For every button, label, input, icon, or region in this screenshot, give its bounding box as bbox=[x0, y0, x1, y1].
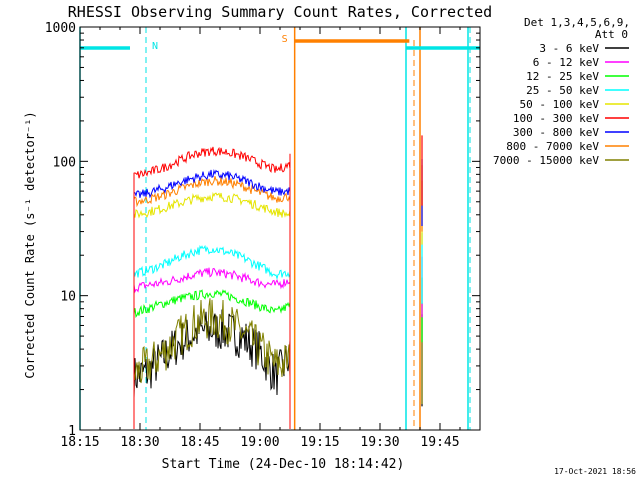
series-line-50-100-kev bbox=[133, 191, 291, 429]
legend-label: 50 - 100 keV bbox=[520, 98, 600, 111]
flag-label-s: S bbox=[282, 34, 288, 45]
series-line-800-7000-kev bbox=[133, 176, 291, 429]
y-tick-label: 100 bbox=[53, 155, 76, 170]
flag-label-n: N bbox=[152, 41, 158, 52]
x-tick-label: 19:30 bbox=[360, 435, 399, 450]
x-tick-label: 18:30 bbox=[120, 435, 159, 450]
x-tick-label: 18:15 bbox=[60, 435, 99, 450]
legend-label: 6 - 12 keV bbox=[533, 56, 600, 69]
series-line-7000-15000-kev bbox=[133, 298, 291, 429]
x-tick-label: 19:15 bbox=[300, 435, 339, 450]
series-line-12-25-kev bbox=[133, 289, 291, 429]
legend-header-attenuator: Att 0 bbox=[595, 28, 628, 41]
legend-label: 7000 - 15000 keV bbox=[493, 154, 599, 167]
x-tick-label: 18:45 bbox=[180, 435, 219, 450]
x-tick-label: 19:00 bbox=[240, 435, 279, 450]
footer-date: 17-Oct-2021 18:56 bbox=[554, 467, 636, 476]
plot-content: NS bbox=[79, 27, 480, 430]
x-axis: 18:15 18:30 18:45 19:00 19:15 19:30 19:45 bbox=[60, 27, 481, 450]
series-line-25-50-kev bbox=[133, 244, 291, 429]
legend-label: 300 - 800 keV bbox=[513, 126, 599, 139]
series-line-100-300-kev bbox=[133, 146, 291, 429]
legend-header-detectors: Det 1,3,4,5,6,9, bbox=[524, 16, 630, 29]
legend-label: 12 - 25 keV bbox=[526, 70, 599, 83]
y-axis: 1 10 100 1000 bbox=[45, 21, 480, 439]
legend-label: 800 - 7000 keV bbox=[506, 140, 599, 153]
chart-title: RHESSI Observing Summary Count Rates, Co… bbox=[68, 3, 492, 21]
legend-label: 3 - 6 keV bbox=[539, 42, 599, 55]
y-tick-label: 1 bbox=[68, 424, 76, 439]
x-axis-label: Start Time (24-Dec-10 18:14:42) bbox=[162, 457, 405, 472]
series-line-6-12-kev bbox=[133, 267, 291, 429]
y-tick-label: 1000 bbox=[45, 21, 76, 36]
y-axis-label: Corrected Count Rate (s⁻¹ detector⁻¹) bbox=[23, 111, 37, 378]
legend-label: 100 - 300 keV bbox=[513, 112, 599, 125]
x-tick-label: 19:45 bbox=[420, 435, 459, 450]
series-line-300-800-kev bbox=[133, 169, 291, 429]
legend-label: 25 - 50 keV bbox=[526, 84, 599, 97]
y-tick-label: 10 bbox=[60, 290, 76, 305]
